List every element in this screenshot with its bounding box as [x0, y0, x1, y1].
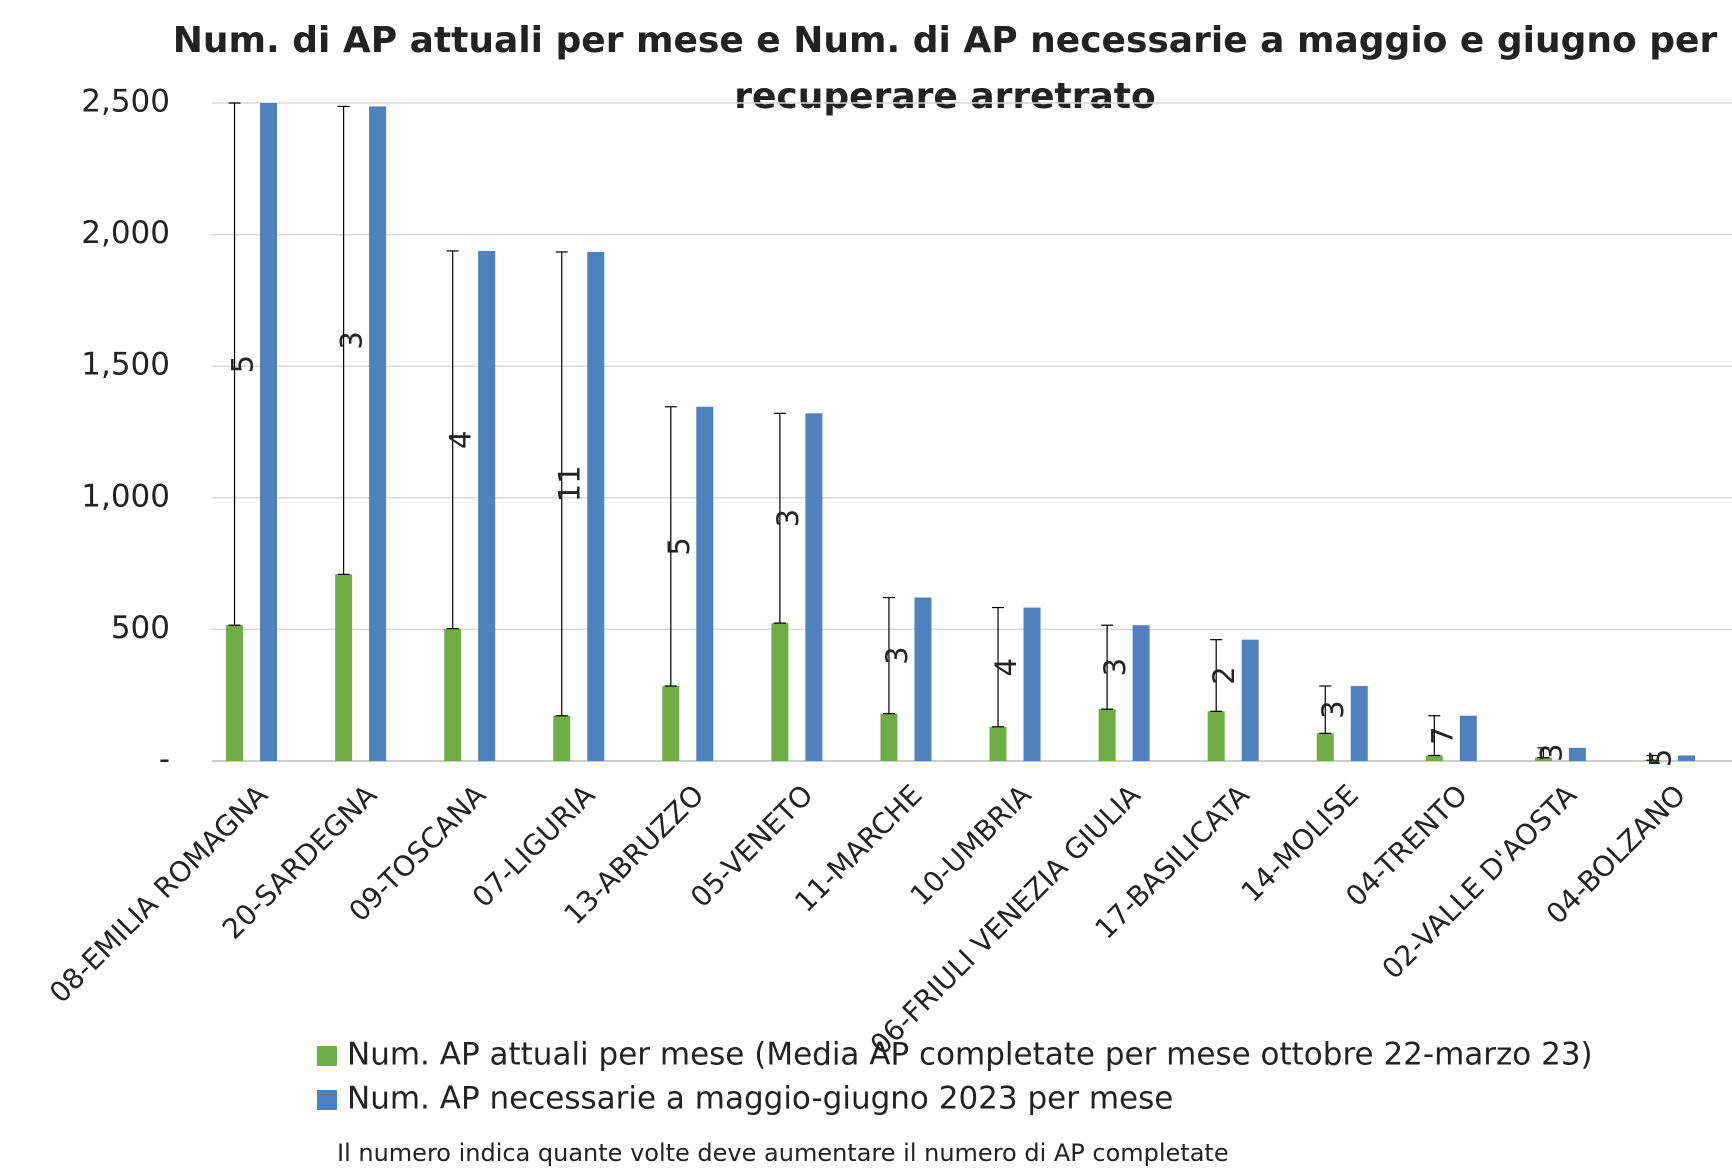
- bar: [478, 250, 496, 761]
- legend-label: Num. AP attuali per mese (Media AP compl…: [347, 1037, 1593, 1073]
- y-tick-label: 500: [111, 610, 170, 646]
- bar: [989, 726, 1007, 761]
- bar: [444, 628, 462, 761]
- bar: [369, 106, 387, 761]
- bar: [1316, 733, 1334, 761]
- data-label: 5: [226, 355, 260, 373]
- data-label: 3: [1098, 658, 1132, 676]
- data-label: 3: [771, 509, 805, 527]
- bar: [1677, 755, 1695, 761]
- legend-swatch: [317, 1046, 337, 1066]
- bar: [1132, 625, 1150, 761]
- bar: [805, 413, 823, 761]
- bar: [1350, 685, 1368, 761]
- y-tick-label: 2,500: [81, 84, 170, 120]
- chart-title: Num. di AP attuali per mese e Num. di AP…: [173, 20, 1718, 61]
- bar: [226, 625, 244, 761]
- data-label: 3: [1534, 743, 1568, 761]
- bar: [1459, 715, 1477, 761]
- bar: [553, 715, 571, 761]
- bar: [1568, 747, 1586, 761]
- bar: [880, 713, 898, 761]
- bar: [587, 251, 605, 762]
- bar: [1098, 709, 1116, 761]
- bar: [1534, 757, 1552, 761]
- footnote: Il numero indica quante volte deve aumen…: [337, 1139, 1229, 1167]
- x-tick-label: 02-VALLE D'AOSTA: [1376, 778, 1583, 985]
- data-label: 3: [880, 646, 914, 664]
- bar: [335, 574, 353, 761]
- bar: [771, 623, 789, 761]
- data-label: 2: [1207, 666, 1241, 684]
- data-label: 11: [553, 465, 587, 502]
- data-label: 3: [1316, 700, 1350, 718]
- data-label: 3: [335, 331, 369, 349]
- bar: [1241, 639, 1259, 761]
- bar: [1425, 755, 1443, 761]
- bar: [1023, 607, 1041, 761]
- chart-title: recuperare arretrato: [734, 76, 1156, 117]
- data-label: 5: [1643, 749, 1677, 767]
- x-tick-label: 08-EMILIA ROMAGNA: [43, 778, 274, 1009]
- y-tick-label: 1,500: [81, 347, 170, 383]
- data-label: 7: [1425, 726, 1459, 744]
- y-tick-label: -: [159, 742, 170, 778]
- data-label: 4: [444, 431, 478, 449]
- data-label: 4: [989, 658, 1023, 676]
- bar: [914, 597, 932, 761]
- bar: [696, 406, 714, 761]
- legend-label: Num. AP necessarie a maggio-giugno 2023 …: [347, 1081, 1173, 1117]
- y-tick-label: 1,000: [81, 478, 170, 514]
- data-label: 5: [662, 537, 696, 555]
- y-tick-label: 2,000: [81, 215, 170, 251]
- bar: [662, 685, 680, 761]
- bar: [1207, 711, 1225, 761]
- bar: [260, 103, 278, 761]
- legend-swatch: [317, 1090, 337, 1110]
